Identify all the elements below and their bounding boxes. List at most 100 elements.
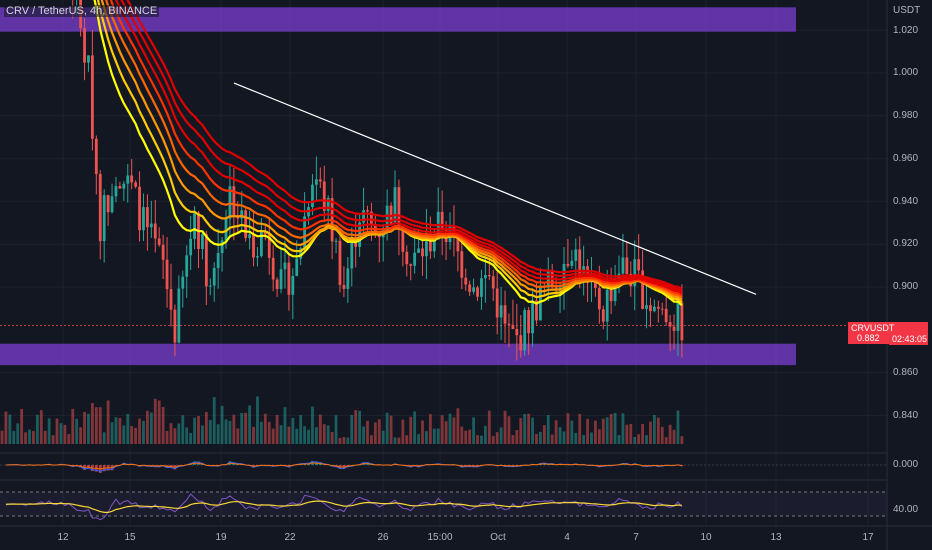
volume-bar [173, 428, 177, 444]
candle-body [460, 251, 464, 278]
volume-bar [397, 437, 401, 444]
time-tick: 17 [862, 532, 874, 543]
volume-bar [625, 424, 629, 444]
volume-bar [59, 423, 63, 444]
candle-body [311, 184, 314, 208]
volume-bar [503, 410, 507, 444]
volume-bar [271, 428, 275, 444]
support-zone [0, 343, 796, 366]
volume-bar [157, 400, 161, 444]
candle-body [110, 196, 114, 213]
candle-body [173, 309, 177, 343]
candle-body [275, 279, 279, 290]
candle-body [570, 260, 574, 266]
rsi-tick: 40.00 [893, 504, 919, 515]
macd-pane [0, 460, 887, 473]
volume-bar [114, 417, 118, 444]
volume-bar [149, 412, 153, 444]
candle-body [130, 175, 134, 183]
candle-body [625, 257, 629, 274]
candle-body [531, 300, 534, 334]
candle-body [511, 324, 515, 330]
candle-body [366, 210, 369, 212]
volume-bar [546, 415, 550, 444]
volume-bar [649, 421, 652, 444]
ticker-label[interactable]: CRV / TetherUS, 4h, BINANCE [4, 5, 160, 17]
volume-bar [295, 428, 299, 444]
volume-bar [342, 437, 346, 444]
candle-body [515, 329, 519, 336]
trendline[interactable] [233, 82, 757, 295]
ma-line [96, 0, 683, 304]
volume-bar [578, 413, 582, 444]
candle-body [165, 259, 169, 290]
time-tick: 13 [770, 532, 782, 543]
candle-body [539, 285, 542, 321]
time-tick: 15:00 [427, 532, 453, 543]
candle-body [652, 306, 656, 312]
volume-bar [476, 435, 479, 444]
volume-bar [668, 424, 672, 444]
candle-body [362, 210, 365, 223]
price-tick: 0.960 [893, 153, 919, 164]
candle-body [114, 186, 118, 197]
candle-body [244, 210, 248, 238]
volume-bar [20, 408, 24, 444]
candle-body [283, 262, 287, 270]
volume-bar [487, 410, 491, 444]
candle-body [287, 262, 291, 295]
volume-bar [87, 413, 90, 444]
candle-body [605, 289, 609, 322]
candle-body [558, 287, 562, 289]
candle-body [389, 205, 393, 224]
volume-bar [586, 418, 589, 444]
volume-bar [444, 421, 448, 444]
candle-body [102, 195, 106, 242]
candle-body [90, 55, 94, 139]
candle-body [201, 234, 204, 250]
volume-bar [259, 421, 263, 444]
volume-bar [350, 415, 354, 444]
volume-bar [523, 414, 527, 444]
volume-bar [385, 412, 389, 444]
candlesticks [72, 0, 684, 361]
candle-body [138, 186, 141, 231]
candle-body [161, 244, 165, 260]
volume-bar [645, 435, 648, 444]
volume-bar [283, 407, 287, 444]
volume-bar [279, 425, 283, 444]
time-tick: 26 [377, 532, 389, 543]
volume-bar [358, 410, 362, 444]
volume-bar [554, 420, 558, 444]
time-tick: Oct [490, 532, 506, 543]
volume-bars [0, 396, 684, 444]
candle-body [586, 266, 589, 279]
candle-body [259, 231, 263, 257]
volume-bar [12, 430, 16, 444]
volume-bar [252, 426, 255, 444]
candle-body [153, 223, 157, 239]
candle-body [409, 264, 413, 266]
volume-bar [617, 435, 621, 444]
volume-bar [409, 416, 413, 444]
volume-bar [256, 396, 259, 444]
volume-bar [248, 405, 251, 444]
volume-bar [153, 398, 157, 444]
volume-bar [542, 425, 546, 444]
candle-body [228, 186, 232, 219]
volume-bar [126, 413, 130, 444]
volume-bar [287, 426, 291, 444]
candle-body [322, 181, 326, 211]
volume-bar [440, 415, 444, 444]
volume-bar [318, 414, 322, 444]
candle-body [295, 258, 299, 276]
candle-body [134, 182, 138, 187]
candle-body [472, 287, 475, 292]
candle-body [546, 271, 550, 288]
candle-body [527, 310, 531, 334]
price-tick: 1.000 [893, 67, 919, 78]
volume-bar [656, 417, 660, 444]
volume-bar [83, 411, 86, 444]
candle-body [267, 234, 271, 258]
